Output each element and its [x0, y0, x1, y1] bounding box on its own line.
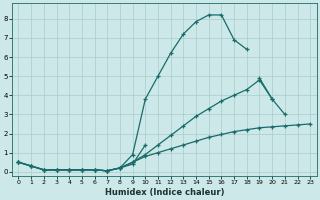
X-axis label: Humidex (Indice chaleur): Humidex (Indice chaleur): [105, 188, 224, 197]
